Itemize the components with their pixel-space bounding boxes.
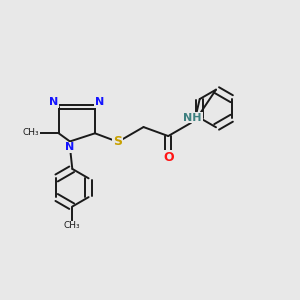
Text: NH: NH [183, 112, 202, 122]
Text: N: N [65, 142, 74, 152]
Text: CH₃: CH₃ [23, 128, 40, 136]
Text: N: N [49, 97, 58, 107]
Text: CH₃: CH₃ [64, 221, 81, 230]
Text: N: N [95, 97, 104, 107]
Text: O: O [163, 151, 173, 164]
Text: S: S [113, 135, 122, 148]
